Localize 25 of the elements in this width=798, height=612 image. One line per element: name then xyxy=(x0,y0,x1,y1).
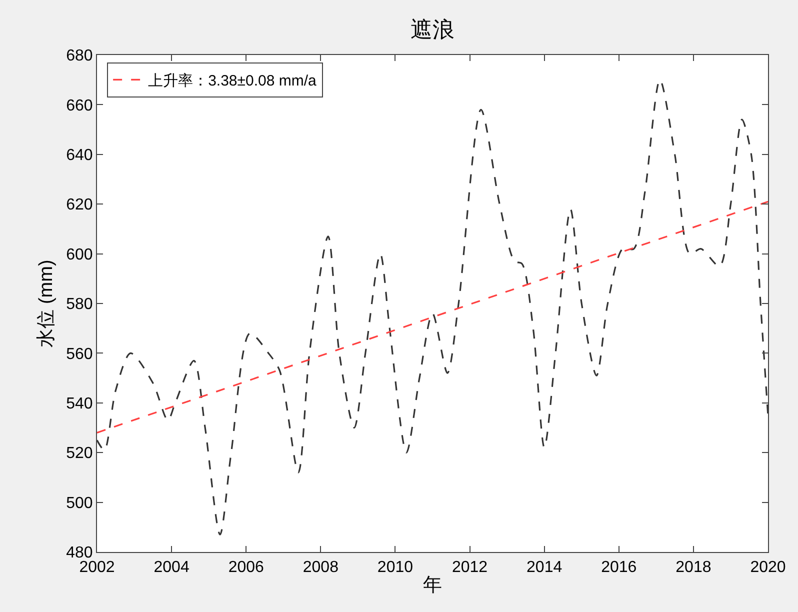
y-tick-label: 620 xyxy=(66,196,93,214)
y-tick-label: 540 xyxy=(66,396,93,412)
y-tick-label: 480 xyxy=(66,544,93,562)
x-tick-label: 2006 xyxy=(228,559,264,576)
x-tick-label: 2020 xyxy=(750,559,786,576)
x-tick-label: 2008 xyxy=(302,559,339,576)
x-tick-label: 2002 xyxy=(79,559,115,576)
y-axis-title: 水位 (mm) xyxy=(36,260,57,348)
y-tick-label: 660 xyxy=(66,97,93,114)
y-tick-label: 680 xyxy=(66,48,93,65)
y-tick-label: 500 xyxy=(66,494,93,512)
chart-title: 遮浪 xyxy=(410,16,454,42)
x-tick-label: 2010 xyxy=(377,559,414,576)
y-tick-label: 560 xyxy=(66,346,93,363)
x-tick-label: 2016 xyxy=(601,559,637,576)
x-axis-title: 年 xyxy=(423,575,442,596)
y-tick-label: 640 xyxy=(66,147,93,164)
y-tick-label: 600 xyxy=(66,246,93,264)
legend-label: 上升率：3.38±0.08 mm/a xyxy=(148,72,318,90)
x-tick-label: 2014 xyxy=(526,559,562,576)
y-tick-label: 520 xyxy=(66,445,93,462)
y-tick-label: 580 xyxy=(66,296,93,314)
x-tick-label: 2018 xyxy=(676,559,712,576)
x-tick-label: 2004 xyxy=(154,559,190,576)
x-tick-label: 2012 xyxy=(452,559,488,576)
